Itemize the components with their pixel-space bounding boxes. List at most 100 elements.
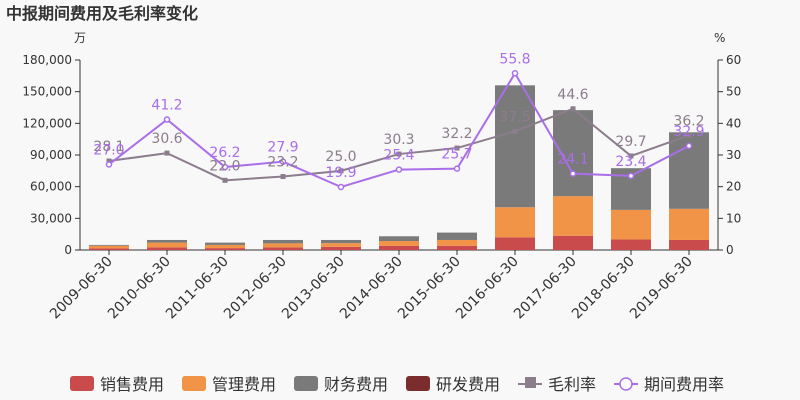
bar-segment [495, 237, 535, 250]
legend-label: 销售费用 [100, 375, 164, 394]
left-tick-label: 90,000 [30, 148, 72, 162]
bar-segment [321, 239, 361, 244]
bar-segment [263, 243, 303, 248]
data-label: 55.8 [499, 51, 530, 67]
bar-segment [611, 239, 651, 250]
line-point [395, 166, 403, 173]
bar-segment [321, 243, 361, 247]
bar-segment [611, 209, 651, 240]
bar-segment [437, 245, 477, 250]
bar-segment [147, 247, 187, 250]
legend-swatch [406, 376, 430, 391]
legend-label: 管理费用 [212, 375, 276, 394]
bar-segment [205, 242, 245, 245]
data-label: 23.4 [615, 154, 646, 170]
bar-segment [205, 244, 245, 249]
data-label: 30.6 [151, 131, 182, 147]
right-tick-label: 50 [726, 85, 741, 99]
bar-segment [553, 196, 593, 236]
line-point [628, 153, 634, 159]
data-label: 37.5 [499, 109, 530, 125]
legend-label: 研发费用 [436, 375, 500, 394]
bar-segment [495, 207, 535, 238]
bar-segment [379, 236, 419, 242]
left-tick-label: 150,000 [22, 85, 72, 99]
line-point [280, 174, 286, 180]
right-tick-label: 30 [726, 148, 741, 162]
left-tick-label: 0 [64, 243, 72, 257]
right-tick-label: 40 [726, 116, 741, 130]
data-label: 27.0 [93, 143, 124, 159]
left-tick-label: 180,000 [22, 53, 72, 67]
legend-swatch [294, 376, 318, 391]
data-label: 26.2 [209, 145, 240, 161]
line-point [454, 145, 460, 151]
line-point [338, 168, 344, 174]
data-label: 19.9 [325, 165, 356, 181]
data-label: 44.6 [557, 87, 588, 103]
data-label: 32.9 [673, 124, 704, 140]
legend-swatch [70, 376, 94, 391]
bar-segment [321, 246, 361, 250]
line-point [163, 116, 171, 123]
x-tick-label: 2019-06-30 [627, 254, 696, 323]
line-point [279, 158, 287, 165]
legend-marker [619, 377, 633, 391]
line-point [222, 177, 228, 183]
bar-segment [669, 208, 709, 240]
bars [89, 85, 709, 250]
line-point [570, 106, 576, 112]
bar-segment [437, 232, 477, 240]
data-label: 22.0 [209, 158, 240, 174]
line-point [105, 161, 113, 168]
line-point [685, 142, 693, 150]
data-label: 41.2 [151, 98, 182, 114]
legend-label: 期间费用率 [644, 375, 724, 394]
data-label: 28.1 [93, 139, 124, 155]
left-axis-unit: 万 [74, 31, 86, 45]
line-point [106, 158, 112, 164]
line-point [221, 163, 229, 171]
data-label: 24.1 [557, 152, 588, 168]
bar-segment [553, 235, 593, 250]
right-tick-label: 10 [726, 211, 741, 225]
data-label: 27.9 [267, 140, 298, 156]
right-tick-label: 0 [726, 243, 734, 257]
bar-segment [89, 248, 129, 250]
legend-swatch [182, 376, 206, 391]
bar-segment [379, 245, 419, 250]
data-label: 25.7 [441, 147, 472, 163]
data-label: 25.4 [383, 148, 414, 164]
line-point [686, 132, 692, 138]
line-point [627, 172, 635, 180]
right-tick-label: 60 [726, 53, 741, 67]
line-point [396, 151, 402, 157]
left-tick-label: 120,000 [22, 116, 72, 130]
bar-segment [263, 247, 303, 250]
line-point [337, 183, 345, 191]
right-tick-label: 20 [726, 180, 741, 194]
legend-marker [525, 377, 536, 388]
data-label: 23.2 [267, 155, 298, 171]
data-label: 30.3 [383, 132, 414, 148]
line-point [164, 150, 170, 156]
bar-segment [205, 248, 245, 250]
left-tick-label: 30,000 [30, 211, 72, 225]
bar-segment [263, 239, 303, 244]
data-label: 29.7 [615, 134, 646, 150]
lines [105, 70, 693, 191]
bar-segment [437, 239, 477, 246]
data-labels: 28.1 30.6 22.0 23.2 25.0 30.3 32.2 37.5 44.6 29.7… [93, 51, 704, 181]
data-label: 32.2 [441, 126, 472, 142]
bar-segment [147, 239, 187, 243]
data-label: 36.2 [673, 113, 704, 129]
chart-title: 中报期间费用及毛利率变化 [6, 4, 198, 23]
line-point [511, 70, 519, 77]
legend-label: 财务费用 [324, 375, 388, 394]
legend-label: 毛利率 [548, 375, 596, 394]
bar-segment [379, 241, 419, 246]
line-point [569, 170, 577, 177]
bar-segment [89, 245, 129, 249]
line-point [453, 165, 461, 172]
